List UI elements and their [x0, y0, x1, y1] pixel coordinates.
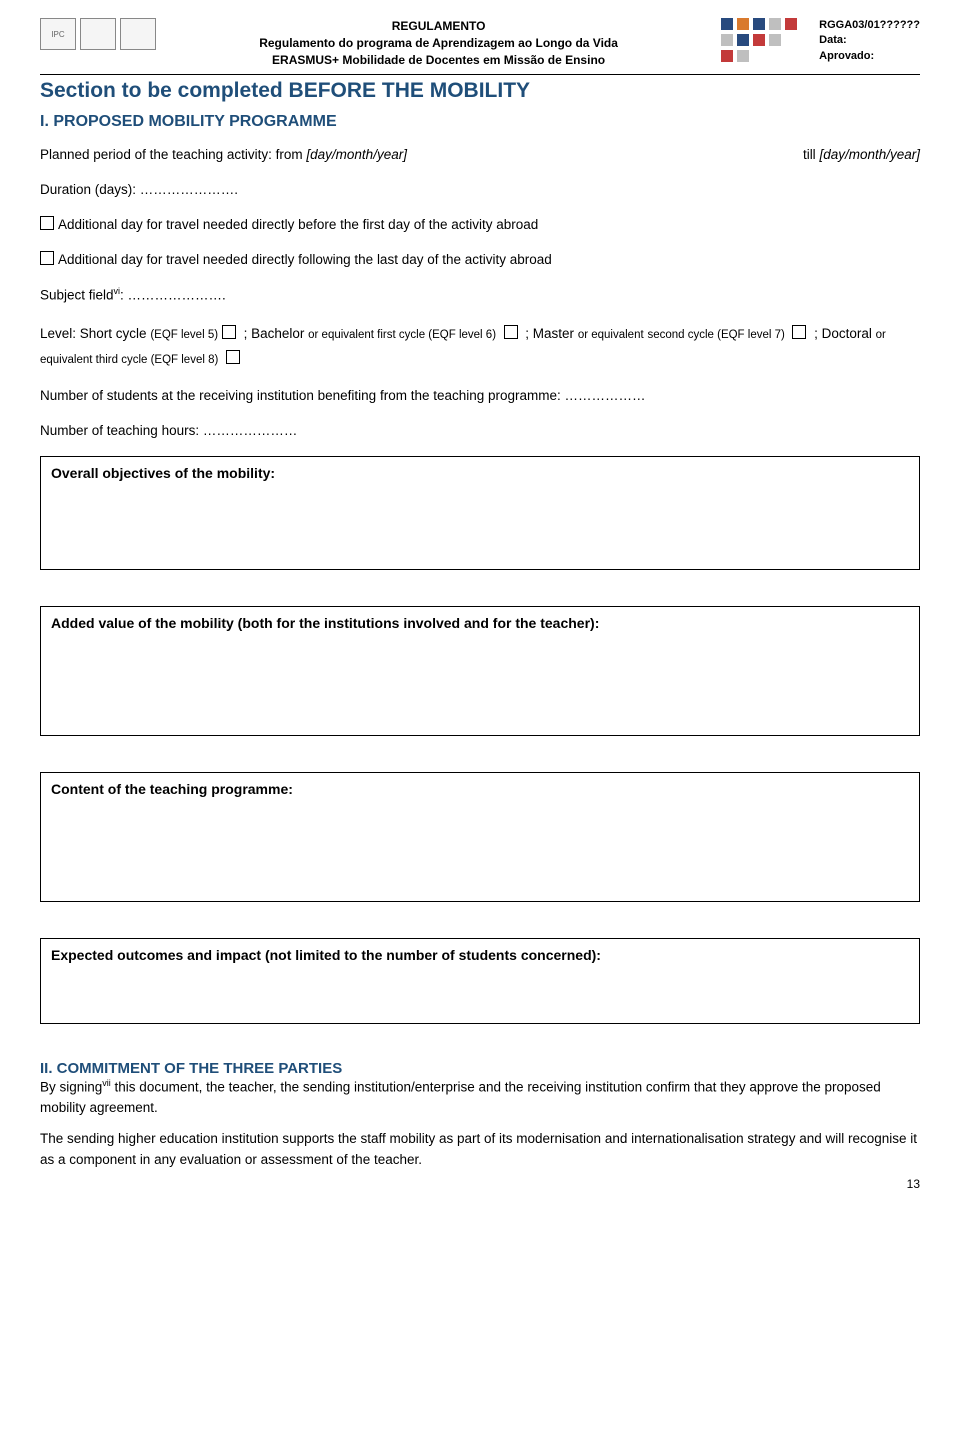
section2-para2: The sending higher education institution…	[40, 1129, 920, 1171]
box-content-label: Content of the teaching programme:	[51, 781, 909, 797]
logo-3	[120, 18, 156, 50]
num-students-line: Number of students at the receiving inst…	[40, 386, 920, 407]
checkbox-icon[interactable]	[792, 325, 806, 339]
planned-till: till [day/month/year]	[803, 145, 920, 166]
box-objectives: Overall objectives of the mobility:	[40, 456, 920, 570]
header-line-3: ERASMUS+ Mobilidade de Docentes em Missã…	[166, 52, 711, 69]
decorative-squares-icon	[721, 18, 807, 62]
additional-after-line: Additional day for travel needed directl…	[40, 250, 920, 271]
box-added-value-label: Added value of the mobility (both for th…	[51, 615, 909, 631]
checkbox-icon[interactable]	[504, 325, 518, 339]
logo-ipc: IPC	[40, 18, 76, 50]
checkbox-icon[interactable]	[40, 251, 54, 265]
box-objectives-label: Overall objectives of the mobility:	[51, 465, 909, 481]
box-outcomes: Expected outcomes and impact (not limite…	[40, 938, 920, 1024]
planned-period-line: Planned period of the teaching activity:…	[40, 145, 920, 166]
ref-data: Data:	[819, 33, 920, 48]
checkbox-icon[interactable]	[222, 325, 236, 339]
ref-code: RGGA03/01??????	[819, 18, 920, 33]
planned-from: Planned period of the teaching activity:…	[40, 145, 407, 166]
checkbox-icon[interactable]	[226, 350, 240, 364]
page-number: 13	[40, 1177, 920, 1191]
section2-heading: II. COMMITMENT OF THE THREE PARTIES	[40, 1060, 920, 1077]
header-line-2: Regulamento do programa de Aprendizagem …	[166, 35, 711, 52]
box-content: Content of the teaching programme:	[40, 772, 920, 902]
ref-aprovado: Aprovado:	[819, 49, 920, 64]
section2-para1: By signingvii this document, the teacher…	[40, 1077, 920, 1119]
header-line-1: REGULAMENTO	[166, 18, 711, 35]
header-ref-block: RGGA03/01?????? Data: Aprovado:	[819, 18, 920, 64]
box-outcomes-label: Expected outcomes and impact (not limite…	[51, 947, 909, 963]
header-title-block: REGULAMENTO Regulamento do programa de A…	[156, 18, 721, 68]
subject-field-line: Subject fieldvi: ………………….	[40, 285, 920, 306]
duration-line: Duration (days): ………………….	[40, 180, 920, 201]
num-hours-line: Number of teaching hours: …………………	[40, 421, 920, 442]
document-header: IPC REGULAMENTO Regulamento do programa …	[40, 18, 920, 68]
level-line: Level: Short cycle (EQF level 5) ; Bache…	[40, 321, 920, 373]
box-added-value: Added value of the mobility (both for th…	[40, 606, 920, 736]
section-title: Section to be completed BEFORE THE MOBIL…	[40, 79, 920, 103]
logo-2	[80, 18, 116, 50]
checkbox-icon[interactable]	[40, 216, 54, 230]
additional-before-line: Additional day for travel needed directl…	[40, 215, 920, 236]
logo-strip: IPC	[40, 18, 156, 50]
section1-heading: I. PROPOSED MOBILITY PROGRAMME	[40, 113, 920, 131]
header-rule	[40, 74, 920, 75]
